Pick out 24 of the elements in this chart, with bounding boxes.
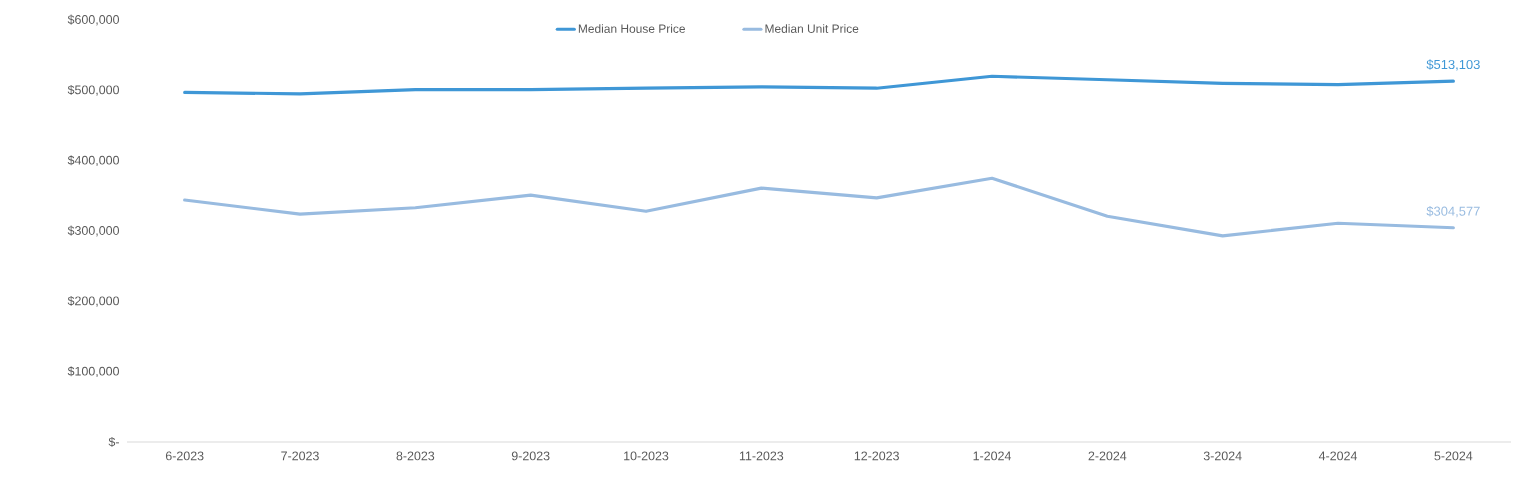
y-tick-label: $600,000 xyxy=(67,14,120,26)
x-tick-label: 9-2023 xyxy=(511,451,550,461)
x-tick-label: 12-2023 xyxy=(854,451,899,461)
y-tick-label: $- xyxy=(108,436,119,448)
y-tick-label: $200,000 xyxy=(67,295,120,307)
data-label: $513,103 xyxy=(1426,59,1480,71)
legend-label: Median Unit Price xyxy=(765,24,859,33)
x-tick-label: 1-2024 xyxy=(973,451,1012,461)
x-tick-label: 11-2023 xyxy=(739,451,784,461)
data-label: $304,577 xyxy=(1426,206,1480,218)
legend-label: Median House Price xyxy=(578,24,685,33)
x-tick-label: 4-2024 xyxy=(1318,451,1358,461)
x-tick-label: 2-2024 xyxy=(1088,451,1127,461)
y-tick-label: $500,000 xyxy=(67,84,120,96)
y-tick-label: $100,000 xyxy=(67,366,120,378)
x-tick-label: 10-2023 xyxy=(624,451,669,461)
x-tick-label: 7-2023 xyxy=(281,451,319,461)
line-series xyxy=(183,74,1455,96)
y-tick-label: $400,000 xyxy=(67,155,120,167)
x-tick-label: 5-2024 xyxy=(1434,451,1473,461)
x-tick-label: 6-2023 xyxy=(165,451,204,461)
x-tick-label: 8-2023 xyxy=(396,451,435,461)
x-tick-label: 3-2024 xyxy=(1203,451,1242,461)
y-tick-label: $300,000 xyxy=(67,225,120,237)
